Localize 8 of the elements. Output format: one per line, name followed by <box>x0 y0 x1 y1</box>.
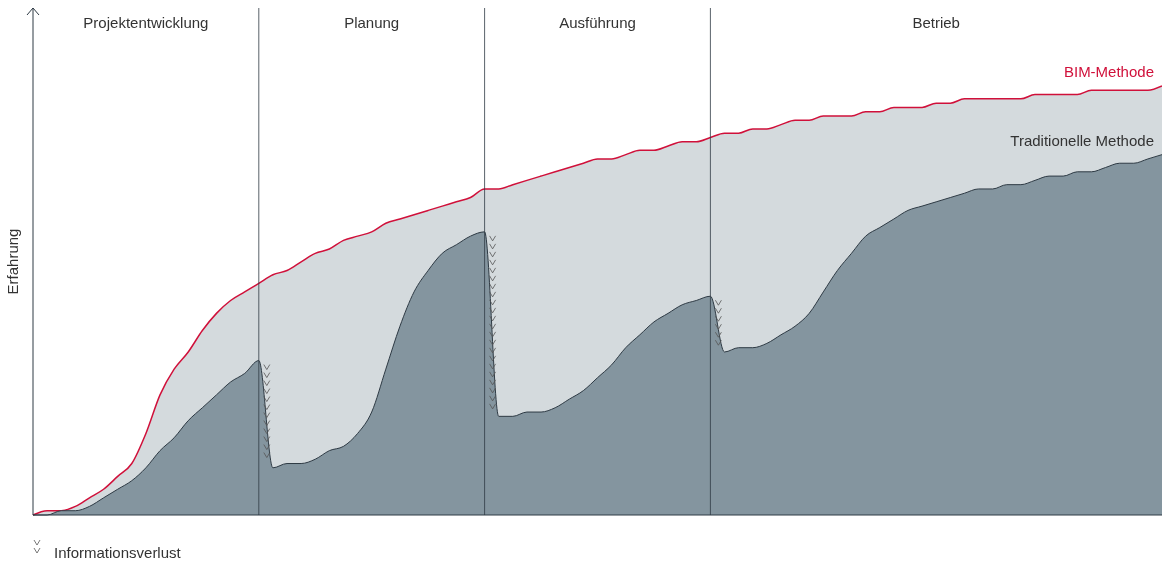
series-label: Traditionelle Methode <box>1010 131 1154 149</box>
text: Projektentwicklung <box>83 14 209 31</box>
text: Planung <box>344 14 400 31</box>
series-label: BIM-Methode <box>1063 63 1154 80</box>
y-axis-title: Erfahrung <box>4 228 21 295</box>
text: Betrieb <box>912 14 960 31</box>
text: Informationsverlust <box>54 544 182 561</box>
text: Ausführung <box>559 14 636 31</box>
